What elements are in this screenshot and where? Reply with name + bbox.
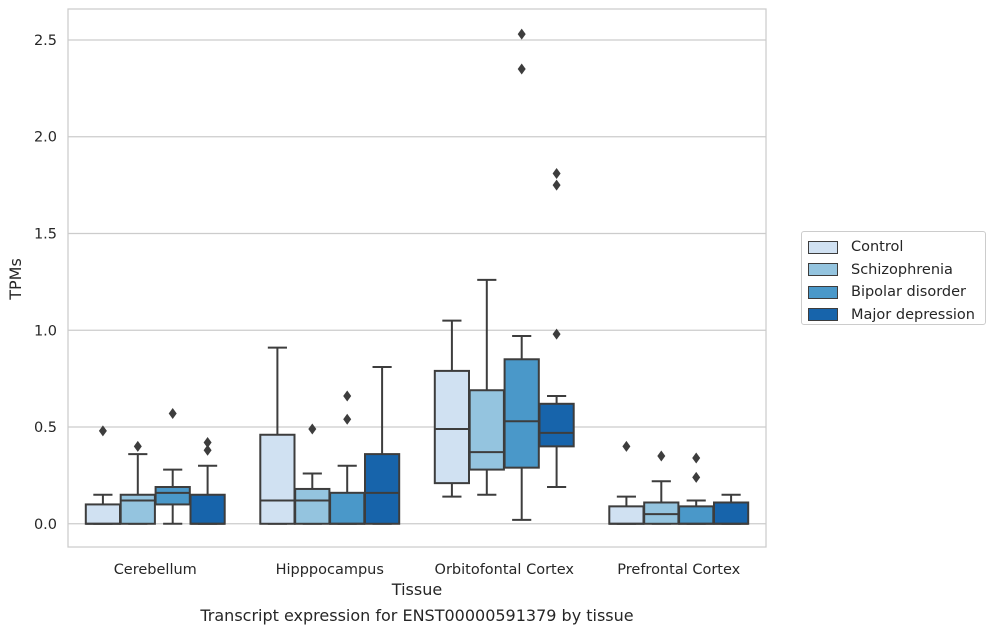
outlier-point bbox=[308, 423, 317, 435]
outlier-point bbox=[552, 328, 561, 340]
outlier-point bbox=[98, 425, 107, 437]
box-plot-series bbox=[84, 28, 750, 525]
box-major-depression-orbitofontal-cortex bbox=[538, 167, 575, 489]
box-control-prefrontal-cortex bbox=[608, 440, 645, 525]
y-tick-label: 0.0 bbox=[34, 517, 57, 533]
legend-label-control: Control bbox=[851, 239, 904, 256]
outlier-point bbox=[203, 444, 212, 456]
x-tick-labels: Cerebellum Hipppocampus Orbitofontal Corte… bbox=[114, 562, 741, 578]
legend-label-major-depression: Major depression bbox=[851, 306, 975, 323]
box-iqr bbox=[154, 486, 191, 506]
legend-label-bipolar-disorder: Bipolar disorder bbox=[851, 284, 966, 301]
box-major-depression-cerebellum bbox=[189, 436, 226, 525]
y-tick-label: 1.0 bbox=[34, 323, 57, 339]
outlier-point bbox=[552, 179, 561, 191]
box-major-depression-hipppocampus bbox=[363, 366, 401, 525]
x-tick-label: Prefrontal Cortex bbox=[617, 562, 740, 578]
outlier-point bbox=[168, 407, 177, 419]
box-bipolar-disorder-hipppocampus bbox=[329, 390, 366, 525]
outlier-point bbox=[517, 28, 526, 40]
x-axis-label: Tissue bbox=[391, 580, 442, 599]
outlier-point bbox=[203, 436, 212, 448]
outlier-point bbox=[622, 440, 631, 452]
box-bipolar-disorder-orbitofontal-cortex bbox=[503, 28, 540, 521]
box-iqr bbox=[189, 493, 226, 525]
box-iqr bbox=[503, 358, 540, 469]
box-bipolar-disorder-prefrontal-cortex bbox=[678, 452, 715, 525]
legend-swatch-major-depression bbox=[808, 308, 838, 322]
outlier-point bbox=[517, 63, 526, 75]
outlier-point bbox=[133, 440, 142, 452]
outlier-point bbox=[552, 167, 561, 179]
x-tick-label: Cerebellum bbox=[114, 562, 197, 578]
legend-swatch-bipolar-disorder bbox=[808, 285, 838, 299]
legend-item-major-depression: Major depression bbox=[808, 304, 985, 327]
legend-item-schizophrenia: Schizophrenia bbox=[808, 259, 985, 282]
box-control-orbitofontal-cortex bbox=[433, 319, 471, 498]
outlier-point bbox=[657, 450, 666, 462]
y-tick-label: 2.5 bbox=[34, 33, 57, 49]
outlier-point bbox=[692, 452, 701, 464]
box-bipolar-disorder-cerebellum bbox=[154, 407, 191, 525]
box-iqr bbox=[433, 369, 471, 485]
box-iqr bbox=[608, 505, 645, 525]
legend-label-schizophrenia: Schizophrenia bbox=[851, 261, 953, 278]
y-tick-label: 2.0 bbox=[34, 130, 57, 146]
outlier-point bbox=[343, 390, 352, 402]
y-tick-labels: 0.0 0.5 1.0 1.5 2.0 2.5 bbox=[34, 33, 57, 533]
box-iqr bbox=[119, 493, 156, 525]
chart-caption: Transcript expression for ENST0000059137… bbox=[200, 606, 634, 625]
legend: Control Schizophrenia Bipolar disorder M… bbox=[801, 231, 986, 325]
box-iqr bbox=[538, 402, 575, 448]
box-iqr bbox=[84, 503, 122, 525]
box-iqr bbox=[678, 505, 715, 525]
outlier-point bbox=[343, 413, 352, 425]
box-iqr bbox=[468, 389, 505, 471]
box-iqr bbox=[712, 501, 750, 525]
box-iqr bbox=[294, 487, 331, 525]
box-iqr bbox=[329, 491, 366, 525]
legend-item-control: Control bbox=[808, 236, 985, 259]
legend-item-bipolar-disorder: Bipolar disorder bbox=[808, 281, 985, 304]
box-control-cerebellum bbox=[84, 425, 122, 525]
box-schizophrenia-prefrontal-cortex bbox=[643, 450, 680, 525]
y-tick-label: 0.5 bbox=[34, 420, 57, 436]
legend-swatch-control bbox=[808, 240, 838, 254]
box-iqr bbox=[259, 433, 296, 525]
y-axis-label: TPMs bbox=[6, 258, 25, 301]
outlier-point bbox=[692, 471, 701, 483]
box-control-hipppocampus bbox=[259, 346, 296, 525]
legend-swatch-schizophrenia bbox=[808, 263, 838, 277]
box-major-depression-prefrontal-cortex bbox=[712, 493, 750, 525]
box-schizophrenia-hipppocampus bbox=[294, 423, 331, 525]
box-schizophrenia-orbitofontal-cortex bbox=[468, 278, 505, 496]
plot-area-frame bbox=[67, 8, 767, 548]
box-schizophrenia-cerebellum bbox=[119, 440, 156, 525]
box-iqr bbox=[363, 453, 401, 525]
y-tick-label: 1.5 bbox=[34, 226, 57, 242]
x-tick-label: Orbitofontal Cortex bbox=[435, 562, 575, 578]
x-tick-label: Hipppocampus bbox=[276, 562, 384, 578]
